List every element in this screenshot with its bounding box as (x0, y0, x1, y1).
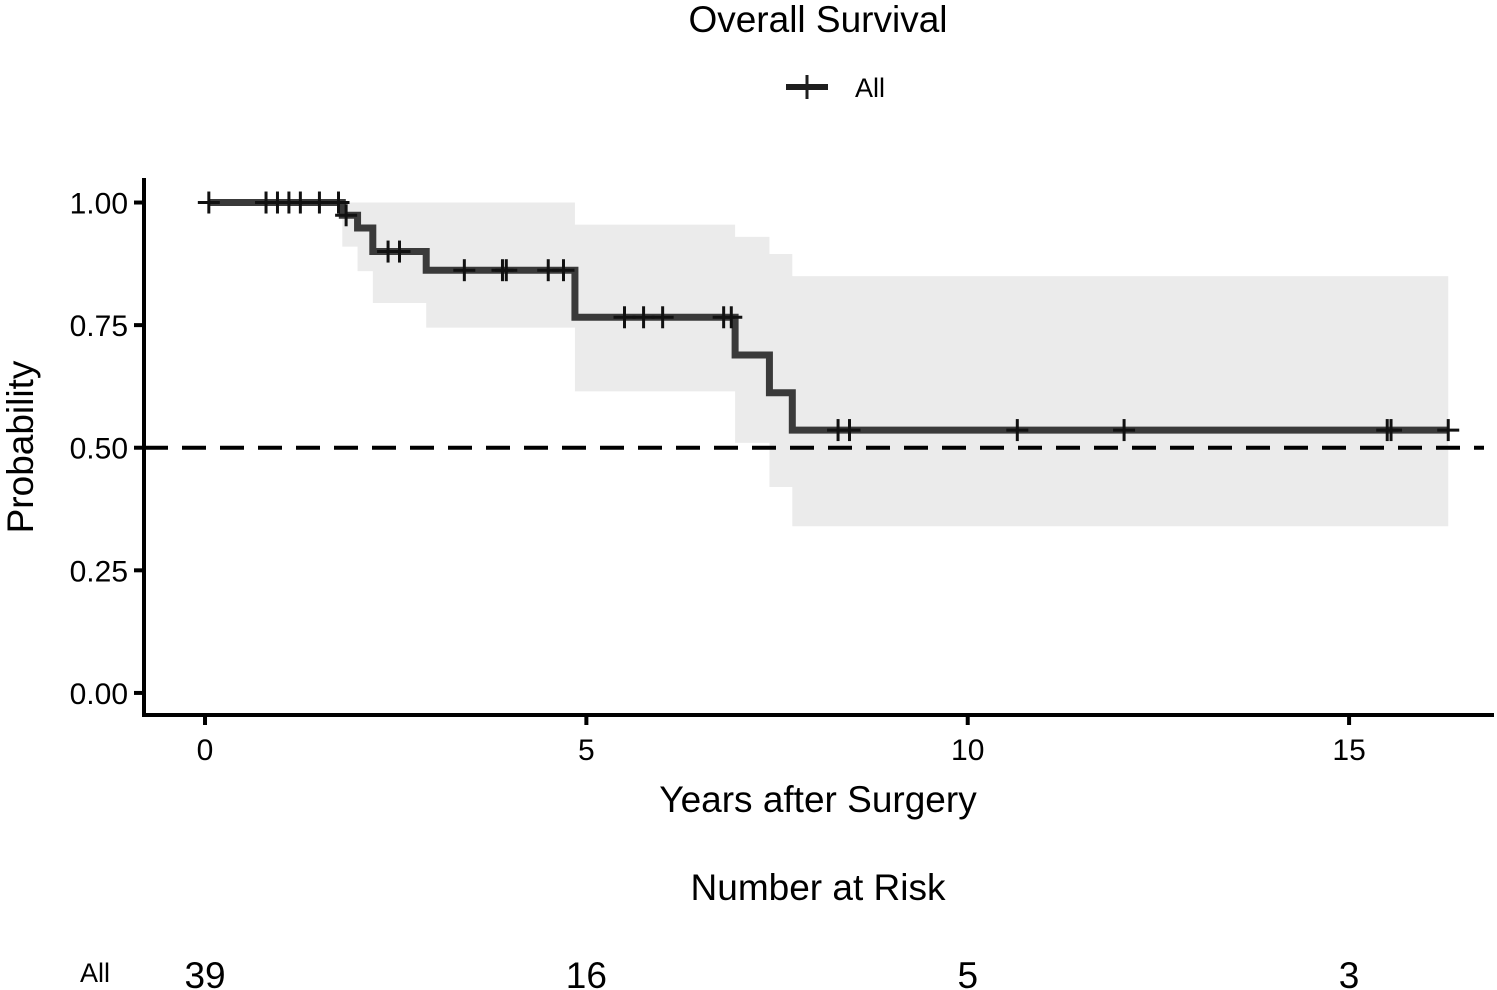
censor-mark (552, 259, 575, 282)
censor-mark (335, 204, 358, 227)
censor-mark (651, 306, 674, 329)
plot-area: 0.00 0.25 0.50 0.75 1.00 0 5 10 15 (70, 178, 1494, 767)
y-axis-label: Probability (0, 360, 41, 533)
risk-table-counts: 39 16 5 3 (184, 955, 1359, 990)
risk-count: 16 (566, 955, 607, 990)
risk-count: 5 (957, 955, 978, 990)
censor-mark (1437, 419, 1460, 442)
censor-mark (495, 259, 518, 282)
legend: All (786, 73, 885, 103)
risk-count: 39 (184, 955, 225, 990)
censor-mark (308, 191, 331, 214)
x-tick-label: 0 (197, 734, 214, 767)
censor-mark (388, 240, 411, 263)
censor-mark (197, 191, 220, 214)
censor-mark (632, 306, 655, 329)
censor-mark (720, 306, 743, 329)
censor-mark (1006, 419, 1029, 442)
x-tick-label: 15 (1332, 734, 1365, 767)
censor-mark (327, 191, 350, 214)
x-tick-label: 5 (578, 734, 595, 767)
censor-mark (453, 259, 476, 282)
x-tick-label: 10 (951, 734, 984, 767)
x-axis-label: Years after Surgery (659, 779, 977, 820)
y-tick-label: 0.50 (70, 433, 128, 466)
censor-mark (613, 306, 636, 329)
censor-mark (1113, 419, 1136, 442)
confidence-band (208, 202, 1449, 527)
censor-mark (838, 419, 861, 442)
y-tick-label: 0.75 (70, 310, 128, 343)
chart-title: Overall Survival (688, 0, 947, 40)
risk-row-label-all: All (80, 958, 110, 988)
legend-label-all: All (855, 73, 885, 103)
y-tick-label: 1.00 (70, 188, 128, 221)
risk-count: 3 (1339, 955, 1360, 990)
censor-mark (1380, 419, 1403, 442)
censor-mark (289, 191, 312, 214)
y-tick-label: 0.00 (70, 678, 128, 711)
risk-table-title: Number at Risk (691, 867, 946, 908)
y-tick-label: 0.25 (70, 555, 128, 588)
